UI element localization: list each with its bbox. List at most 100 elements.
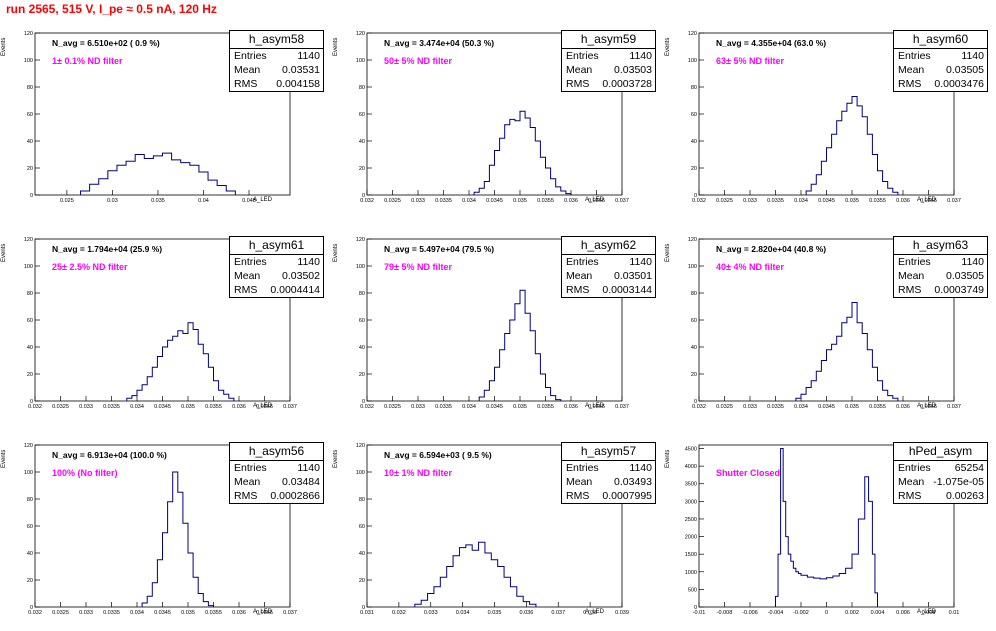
histogram-bin <box>520 111 525 195</box>
y-tick-label: 0 <box>362 605 365 611</box>
stats-value: 1140 <box>629 462 652 474</box>
histogram-bin <box>173 472 178 607</box>
histogram-bin <box>878 171 883 195</box>
histogram-panel[interactable]: -0.01 -0.008 -0.006 -0.004 -0.002 0 0.002 0.004… <box>664 424 996 631</box>
histogram-bin <box>827 578 833 607</box>
stats-row-entries: Entries 1140 <box>230 49 323 63</box>
y-tick-label: 0 <box>694 605 697 611</box>
stats-label: RMS <box>566 490 590 502</box>
stats-label: Mean <box>566 270 593 282</box>
stats-value: 0.0007995 <box>602 490 652 502</box>
histogram-bin <box>447 567 453 608</box>
filter-label: Shutter Closed <box>716 468 781 478</box>
histogram-plot: 0.032 0.0325 0.033 0.0335 0.034 0.0345 0.035 0.… <box>356 237 629 410</box>
histogram-bin <box>857 323 862 401</box>
histogram-panel[interactable]: 0.031 0.032 0.033 0.034 0.035 0.036 0.037 0.038… <box>332 424 664 631</box>
histogram-bin <box>163 533 168 607</box>
histogram-bin <box>806 388 811 402</box>
histogram-plot: 0.025 0.03 0.035 0.04 0.045 0 20 40 60 80 100 120 <box>24 31 291 204</box>
histogram-bin <box>832 134 837 195</box>
histogram-panel[interactable]: 0.032 0.0325 0.033 0.0335 0.034 0.0345 0.035 0.… <box>332 12 664 219</box>
x-axis-label: A_LED <box>252 403 272 409</box>
y-tick-label: 100 <box>24 470 33 476</box>
x-tick-label: 0.034 <box>462 198 476 204</box>
x-tick-label: 0.0345 <box>818 404 835 410</box>
histogram-line <box>805 95 899 195</box>
histogram-panel[interactable]: 0.032 0.0325 0.033 0.0335 0.034 0.0345 0.035 0.… <box>664 12 996 219</box>
histogram-panel[interactable]: 0.032 0.0325 0.033 0.0335 0.034 0.0345 0.035 0.… <box>664 218 996 425</box>
histogram-bin <box>484 182 489 196</box>
x-tick-label: 0.035 <box>151 198 165 204</box>
histogram-bin <box>484 390 489 401</box>
x-tick-label: 0.006 <box>896 610 910 616</box>
y-tick-label: 120 <box>356 443 365 449</box>
stats-row-rms: RMS 0.0002866 <box>230 489 323 503</box>
histogram-bin <box>181 163 190 195</box>
histogram-bin <box>535 354 540 401</box>
y-tick-label: 40 <box>27 345 33 351</box>
stats-row-entries: Entries 1140 <box>562 49 655 63</box>
x-tick-label: 0.0355 <box>205 610 222 616</box>
histogram-bin <box>142 603 147 607</box>
x-tick-label: 0.0335 <box>767 198 784 204</box>
histogram-bin <box>135 155 144 196</box>
histogram-bin <box>188 553 193 607</box>
histogram-bin <box>793 568 796 607</box>
x-tick-label: 0.037 <box>947 198 961 204</box>
histogram-panel[interactable]: 0.032 0.0325 0.033 0.0335 0.034 0.0345 0.035 0.… <box>0 424 332 631</box>
x-tick-label: 0.033 <box>79 610 93 616</box>
x-tick-label: 0.037 <box>551 610 565 616</box>
histogram-bin <box>857 106 862 195</box>
histogram-name: h_asym59 <box>562 31 655 49</box>
histogram-bin <box>498 567 504 608</box>
histogram-bin <box>847 103 852 195</box>
histogram-bin <box>459 548 465 607</box>
histogram-bin <box>500 350 505 401</box>
histogram-bin <box>188 323 193 401</box>
histogram-bin <box>472 550 478 607</box>
x-tick-label: 0.0335 <box>767 404 784 410</box>
navg-label: N_avg = 4.355e+04 (63.0 %) <box>716 38 827 48</box>
y-tick-label: 80 <box>27 85 33 91</box>
histogram-bin <box>198 594 203 608</box>
histogram-bin <box>90 184 99 195</box>
histogram-bin <box>505 125 510 195</box>
stats-box: h_asym62 Entries 1140 Mean 0.03501 RMS 0.00031… <box>561 236 656 298</box>
histogram-bin <box>837 336 842 401</box>
navg-label: N_avg = 6.913e+04 (100.0 %) <box>52 450 167 460</box>
x-tick-label: 0.0325 <box>716 198 733 204</box>
x-tick-label: 0.0345 <box>154 404 171 410</box>
y-tick-label: 40 <box>359 345 365 351</box>
histogram-bin <box>525 313 530 401</box>
histogram-panel[interactable]: 0.032 0.0325 0.033 0.0335 0.034 0.0345 0.035 0.… <box>0 218 332 425</box>
x-tick-label: 0.0335 <box>103 404 120 410</box>
histogram-panel[interactable]: 0.032 0.0325 0.033 0.0335 0.034 0.0345 0.035 0.… <box>332 218 664 425</box>
stats-row-rms: RMS 0.00263 <box>894 489 987 503</box>
histogram-bin <box>208 180 217 195</box>
stats-label: Mean <box>566 64 593 76</box>
histogram-bin <box>505 334 510 402</box>
y-axis-label: Events <box>665 449 671 468</box>
histogram-bin <box>837 121 842 195</box>
stats-value: 1140 <box>297 256 320 268</box>
x-tick-label: 0.032 <box>392 610 406 616</box>
x-tick-label: 0.034 <box>794 404 808 410</box>
histogram-bin <box>504 577 510 607</box>
histogram-bin <box>515 121 520 195</box>
histogram-bin <box>152 367 157 401</box>
stats-row-rms: RMS 0.0003749 <box>894 283 987 297</box>
y-tick-label: 120 <box>688 237 697 243</box>
stats-label: Entries <box>898 256 931 268</box>
y-tick-label: 0 <box>362 399 365 405</box>
stats-label: Entries <box>566 256 599 268</box>
histogram-bin <box>126 161 135 195</box>
x-tick-label: -0.008 <box>717 610 733 616</box>
stats-value: 0.03484 <box>282 476 320 488</box>
histogram-bin <box>852 302 857 401</box>
y-tick-label: 80 <box>359 497 365 503</box>
y-tick-label: 2000 <box>685 535 697 541</box>
filter-label: 63± 5% ND filter <box>716 56 784 66</box>
histogram-bin <box>883 182 888 196</box>
y-tick-label: 0 <box>30 193 33 199</box>
histogram-panel[interactable]: 0.025 0.03 0.035 0.04 0.045 0 20 40 60 80 100 120 Ev… <box>0 12 332 219</box>
